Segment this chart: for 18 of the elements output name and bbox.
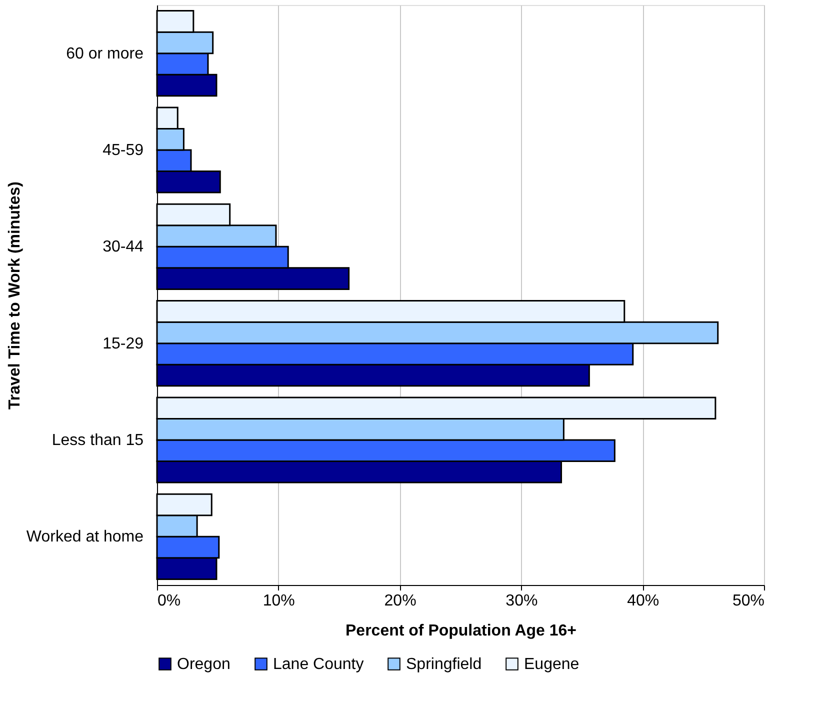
x-axis-title: Percent of Population Age 16+: [345, 622, 577, 640]
y-axis-title: Travel Time to Work (minutes): [6, 182, 24, 410]
x-tick-label: 40%: [627, 592, 660, 610]
y-tick-label: 45-59: [102, 142, 144, 159]
y-tick-label: 15-29: [102, 335, 144, 352]
legend-label: Springfield: [406, 656, 482, 673]
x-tick-label: 0%: [158, 592, 181, 610]
y-tick-label: 30-44: [102, 238, 144, 256]
legend-label: Oregon: [177, 656, 230, 673]
y-tick-label: Worked at home: [26, 528, 144, 546]
legend-label: Eugene: [524, 656, 580, 673]
y-tick-label: Less than 15: [52, 432, 144, 449]
x-tick-label: 20%: [384, 592, 416, 610]
x-tick-label: 10%: [262, 592, 295, 610]
legend-label: Lane County: [273, 656, 364, 673]
x-tick-label: 50%: [732, 592, 764, 610]
y-tick-label: 60 or more: [66, 45, 144, 62]
x-tick-label: 30%: [506, 592, 538, 610]
